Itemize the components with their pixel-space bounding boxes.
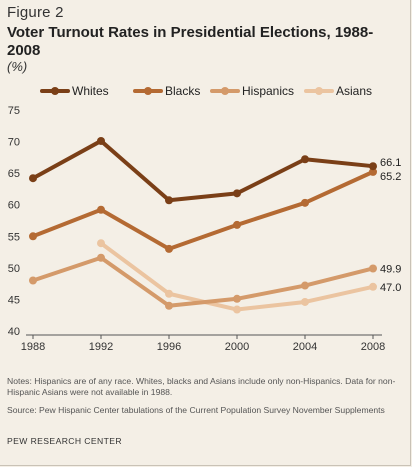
x-tick-label: 2000 xyxy=(225,341,249,353)
end-label-hispanics: 49.9 xyxy=(380,263,401,275)
data-point-whites xyxy=(233,189,241,198)
y-tick-label: 65 xyxy=(8,168,20,180)
legend-marker-asians xyxy=(315,87,323,95)
legend-marker-whites xyxy=(51,87,59,95)
organization-credit: PEW RESEARCH CENTER xyxy=(7,436,123,446)
data-point-whites xyxy=(369,162,377,171)
data-point-blacks xyxy=(369,167,377,176)
x-tick-label: 1992 xyxy=(89,341,113,353)
data-point-blacks xyxy=(301,198,309,207)
chart-notes: Notes: Hispanics are of any race. Whites… xyxy=(7,376,396,397)
chart-source: Source: Pew Hispanic Center tabulations … xyxy=(7,405,385,415)
y-tick-label: 40 xyxy=(8,326,20,338)
data-point-hispanics xyxy=(29,276,37,285)
data-point-whites xyxy=(165,196,173,205)
x-tick-label: 2008 xyxy=(361,341,385,353)
y-tick-label: 60 xyxy=(8,200,20,212)
end-labels: 66.1 65.2 49.9 47.0 xyxy=(380,157,401,294)
data-point-hispanics xyxy=(97,253,105,262)
end-label-asians: 47.0 xyxy=(380,282,401,294)
data-point-blacks xyxy=(97,205,105,214)
data-point-hispanics xyxy=(369,264,377,273)
y-tick-label: 50 xyxy=(8,263,20,275)
series-line-hispanics xyxy=(31,255,375,308)
data-point-hispanics xyxy=(233,294,241,303)
data-point-asians xyxy=(233,305,241,314)
y-tick-label: 45 xyxy=(8,294,20,306)
series-line-whites xyxy=(31,138,375,203)
y-tick-label: 55 xyxy=(8,231,20,243)
y-axis-ticks: 40 45 50 55 60 65 70 75 xyxy=(8,105,20,338)
chart-unit: (%) xyxy=(7,59,28,74)
end-label-blacks: 65.2 xyxy=(380,171,401,183)
legend-label-asians: Asians xyxy=(336,84,372,98)
legend-label-whites: Whites xyxy=(72,84,109,98)
y-tick-label: 75 xyxy=(8,105,20,117)
end-label-whites: 66.1 xyxy=(380,157,401,169)
legend: Whites Blacks Hispanics Asians xyxy=(40,84,372,98)
data-point-hispanics xyxy=(301,281,309,290)
data-point-asians xyxy=(369,282,377,291)
legend-marker-hispanics xyxy=(221,87,229,95)
series-line-blacks xyxy=(31,169,375,251)
x-tick-label: 1996 xyxy=(157,341,181,353)
data-point-blacks xyxy=(29,232,37,241)
legend-marker-blacks xyxy=(144,87,152,95)
figure-label: Figure 2 xyxy=(7,4,64,21)
data-point-asians xyxy=(165,289,173,298)
data-point-blacks xyxy=(165,244,173,253)
data-point-whites xyxy=(301,155,309,164)
data-point-whites xyxy=(29,174,37,183)
data-point-asians xyxy=(97,239,105,248)
series-lines xyxy=(29,136,377,314)
x-axis-ticks: 1988 1992 1996 2000 2004 2008 xyxy=(21,335,385,353)
x-tick-label: 2004 xyxy=(293,341,317,353)
data-point-whites xyxy=(97,136,105,145)
y-tick-label: 70 xyxy=(8,137,20,149)
data-point-asians xyxy=(301,297,309,306)
data-point-blacks xyxy=(233,220,241,229)
legend-label-blacks: Blacks xyxy=(165,84,200,98)
legend-label-hispanics: Hispanics xyxy=(242,84,294,98)
chart-title: Voter Turnout Rates in Presidential Elec… xyxy=(7,24,374,59)
x-tick-label: 1988 xyxy=(21,341,45,353)
data-point-hispanics xyxy=(165,301,173,310)
